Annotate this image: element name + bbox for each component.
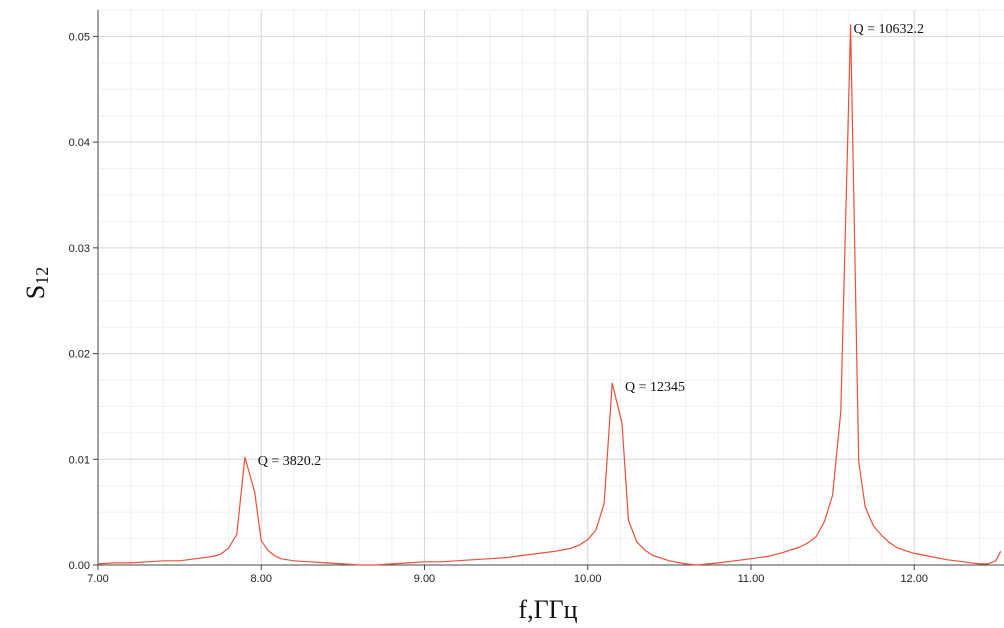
x-tick-label: 8.00	[251, 573, 272, 585]
peak-annotation: Q = 10632.2	[854, 22, 925, 37]
y-axis-title-subscript: 12	[32, 267, 52, 285]
series-line	[97, 24, 1002, 566]
y-tick-label: 0.02	[69, 349, 90, 361]
x-axis-title: f,ГГц	[518, 595, 577, 624]
y-tick-label: 0.01	[69, 454, 90, 466]
y-axis-title: S12	[21, 267, 52, 299]
peak-annotation: Q = 3820.2	[258, 454, 322, 469]
svg-text:S12: S12	[21, 267, 52, 299]
peak-annotations: Q = 3820.2 Q = 12345 Q = 10632.2	[258, 22, 924, 469]
x-tick-labels: 7.00 8.00 9.00 10.00 11.00 12.00	[87, 565, 928, 585]
series-layer	[97, 24, 1002, 566]
x-tick-label: 10.00	[574, 573, 602, 585]
y-tick-label: 0.05	[69, 31, 90, 43]
x-tick-label: 12.00	[900, 573, 928, 585]
y-tick-label: 0.00	[69, 560, 90, 572]
y-tick-label: 0.04	[69, 137, 90, 149]
y-tick-label: 0.03	[69, 243, 90, 255]
x-tick-label: 11.00	[738, 573, 765, 585]
axes	[97, 10, 1004, 566]
y-tick-labels: 0.00 0.01 0.02 0.03 0.04 0.05	[69, 31, 98, 572]
x-tick-label: 7.00	[87, 573, 108, 585]
x-tick-label: 9.00	[414, 573, 435, 585]
y-axis-title-main: S	[21, 285, 50, 299]
peak-annotation: Q = 12345	[625, 380, 685, 395]
